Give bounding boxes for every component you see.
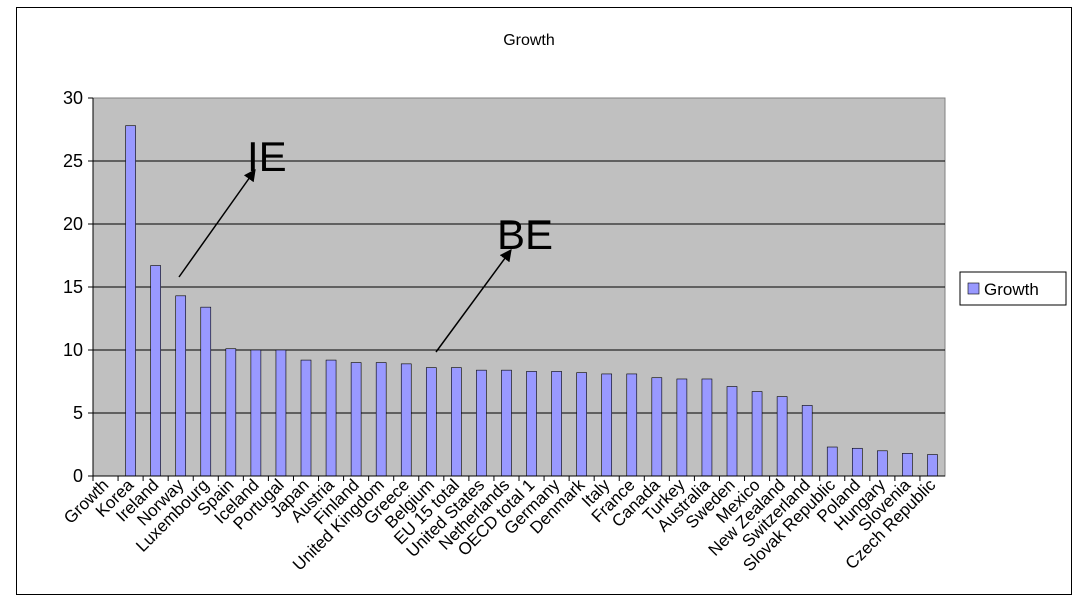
y-tick-label: 10 [63,340,83,360]
bar-japan [300,359,312,477]
bar-united-states [476,369,487,477]
legend-swatch [967,282,980,295]
x-tick-labels: GrowthKoreaIrelandNorwayLuxembourgSpainI… [60,475,939,575]
bar-oecd-total-1 [526,371,537,477]
y-tick-label: 30 [63,88,83,108]
bar-new-zealand [776,396,788,477]
bar-slovak-republic [826,446,838,477]
bar-australia [701,378,713,477]
bar-denmark [576,372,587,477]
y-tick-label: 5 [73,403,83,423]
bar-korea [125,125,136,477]
annotation-ie: IE [247,133,287,180]
y-tick-label: 25 [63,151,83,171]
growth-bar-chart: Growth 0 5 10 15 20 25 30 GrowthKoreaIrelandNo… [60,32,1067,575]
bar-belgium [425,367,437,477]
be-arrow [435,249,512,353]
bar-united-kingdom [375,362,387,477]
bar-canada [651,377,663,477]
bar-portugal [275,349,287,477]
bar-slovenia [902,453,913,477]
bar-eu-15-total [451,367,462,477]
bar-spain [225,348,237,477]
ie-arrow [178,169,256,278]
bar-ireland [150,265,161,477]
bar-france [626,373,638,477]
chart-frame: Growth 0 5 10 15 20 25 30 Growth Korea Ireland No… [16,7,1072,595]
legend: Growth [959,271,1067,306]
bar-mexico [751,391,763,477]
bar-switzerland [801,405,813,477]
annotations: IE BE [178,133,553,353]
y-tick-labels: 0 5 10 15 20 25 30 [63,88,93,486]
bar-hungary [877,450,888,477]
bar-luxembourg [200,306,212,477]
annotation-be: BE [497,211,553,258]
bar-netherlands [501,369,512,477]
bar-italy [601,373,613,477]
bar-finland [350,362,362,477]
bar-turkey [676,378,688,477]
bar-iceland [250,349,262,477]
y-tick-label: 15 [63,277,83,297]
bar-czech-republic [927,454,938,477]
bar-greece [400,363,412,477]
bar-austria [325,359,337,477]
y-tick-label: 20 [63,214,83,234]
bar-germany [551,371,562,477]
bar-sweden [726,386,738,477]
spreadsheet-cell-strip [0,0,16,597]
legend-label: Growth [984,280,1039,299]
bar-norway [175,295,187,477]
chart-title: Growth [503,32,555,49]
y-tick-label: 0 [73,466,83,486]
bar-poland [851,447,863,477]
